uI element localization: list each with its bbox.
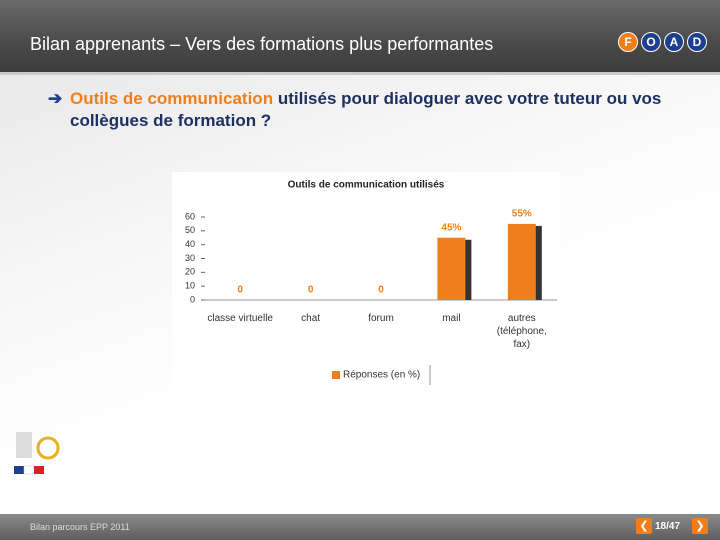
y-tick-label: 10: [185, 281, 195, 291]
next-button[interactable]: ❯: [692, 518, 708, 534]
flag-blue: [14, 466, 24, 474]
flag-white: [23, 465, 35, 475]
logo-letter: D: [687, 32, 707, 52]
page-number: 18/47: [655, 521, 681, 532]
x-tick-label: mail: [442, 313, 461, 324]
y-tick-label: 60: [185, 211, 195, 221]
logo-letter: F: [618, 32, 638, 52]
chart-svg: Outils de communication utilisés 0 10 20 30 4…: [185, 180, 557, 385]
y-tick-label: 0: [190, 294, 195, 304]
x-tick-label: autres (téléphone, fax): [496, 313, 547, 350]
arrow-icon: ➔: [48, 89, 63, 108]
chart: Outils de communication utilisés 0 10 20 30 4…: [172, 172, 560, 388]
bar: [507, 223, 536, 300]
value-label: 0: [308, 285, 314, 296]
logo: F O A D: [618, 32, 707, 52]
x-tick-label: forum: [368, 313, 394, 324]
ministry-logo: [14, 432, 60, 475]
bar: [437, 237, 466, 300]
legend-label: Réponses (en %): [343, 370, 420, 381]
x-tick-label: classe virtuelle: [207, 313, 273, 324]
footer: Bilan parcours EPP 2011 ❮ 18/47 ❯: [0, 514, 720, 540]
footer-text: Bilan parcours EPP 2011: [30, 522, 130, 532]
logo-block: [16, 432, 32, 458]
bullet-highlight: Outils de communication: [70, 89, 274, 108]
x-tick-label: chat: [301, 313, 321, 324]
y-tick-label: 50: [185, 225, 195, 235]
legend-swatch: [332, 371, 340, 379]
value-label: 0: [237, 285, 243, 296]
bullet-text: utilisés pour dialoguer avec votre tuteu…: [70, 89, 662, 130]
value-label: 45%: [441, 222, 461, 233]
logo-letter: A: [664, 32, 684, 52]
y-tick-label: 30: [185, 253, 195, 263]
chart-title: Outils de communication utilisés: [288, 180, 445, 191]
prev-button[interactable]: ❮: [636, 518, 652, 534]
value-label: 0: [378, 285, 384, 296]
bullet: ➔ Outils de communication utilisés pour …: [48, 88, 670, 132]
flag-red: [34, 466, 44, 474]
logo-letter: O: [641, 32, 661, 52]
y-tick-label: 40: [185, 239, 195, 249]
logo-circle: [36, 436, 60, 460]
slide-title: Bilan apprenants – Vers des formations p…: [30, 34, 494, 54]
y-tick-label: 20: [185, 267, 195, 277]
value-label: 55%: [512, 209, 532, 220]
header: Bilan apprenants – Vers des formations p…: [0, 0, 720, 75]
